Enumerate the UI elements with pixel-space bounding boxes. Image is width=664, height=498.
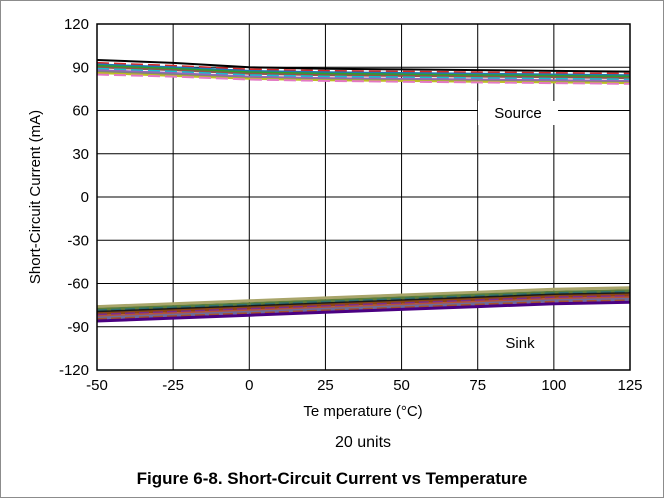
y-tick-label: -120: [59, 362, 89, 379]
source-series-line-5: [96, 67, 631, 81]
x-tick-label: 50: [393, 377, 410, 394]
source-series-line-6: [96, 69, 631, 82]
source-series-line-3: [96, 64, 631, 78]
x-tick-label: -25: [162, 377, 184, 394]
y-tick-label: 0: [81, 189, 89, 206]
x-tick-labels: -50 -25 0 25 50 75 100 125: [86, 377, 642, 394]
units-note: 20 units: [335, 434, 391, 451]
x-tick-label: 0: [245, 377, 253, 394]
source-series-line-0: [96, 59, 631, 73]
data-series: [96, 59, 631, 323]
x-tick-label: 25: [317, 377, 334, 394]
x-axis-label: Te mperature (°C): [303, 403, 422, 420]
y-tick-label: 30: [72, 146, 89, 163]
source-series-line-9: [96, 73, 631, 85]
sink-label: Sink: [505, 335, 535, 352]
sink-series-line-10: [96, 286, 631, 309]
source-series-line-2: [96, 63, 631, 77]
y-tick-label: -30: [67, 232, 89, 249]
y-axis-label: Short-Circuit Current (mA): [27, 110, 44, 284]
x-tick-label: -50: [86, 377, 108, 394]
y-tick-label: -90: [67, 319, 89, 336]
sink-label-bg: [490, 331, 550, 355]
source-label-bg: [478, 101, 558, 125]
y-tick-label: 60: [72, 103, 89, 120]
y-tick-label: 90: [72, 59, 89, 76]
figure-caption: Figure 6-8. Short-Circuit Current vs Tem…: [137, 469, 528, 488]
source-label: Source: [494, 105, 542, 122]
x-tick-label: 125: [617, 377, 642, 394]
y-tick-label: -60: [67, 276, 89, 293]
source-series-line-4: [96, 66, 631, 80]
source-series-line-1: [96, 61, 631, 75]
y-tick-label: 120: [64, 16, 89, 33]
sink-series-line-19: [96, 300, 631, 323]
x-tick-label: 100: [541, 377, 566, 394]
y-tick-labels: 120 90 60 30 0 -30 -60 -90 -120: [59, 16, 89, 379]
plot-border: [96, 23, 631, 371]
x-tick-label: 75: [469, 377, 486, 394]
